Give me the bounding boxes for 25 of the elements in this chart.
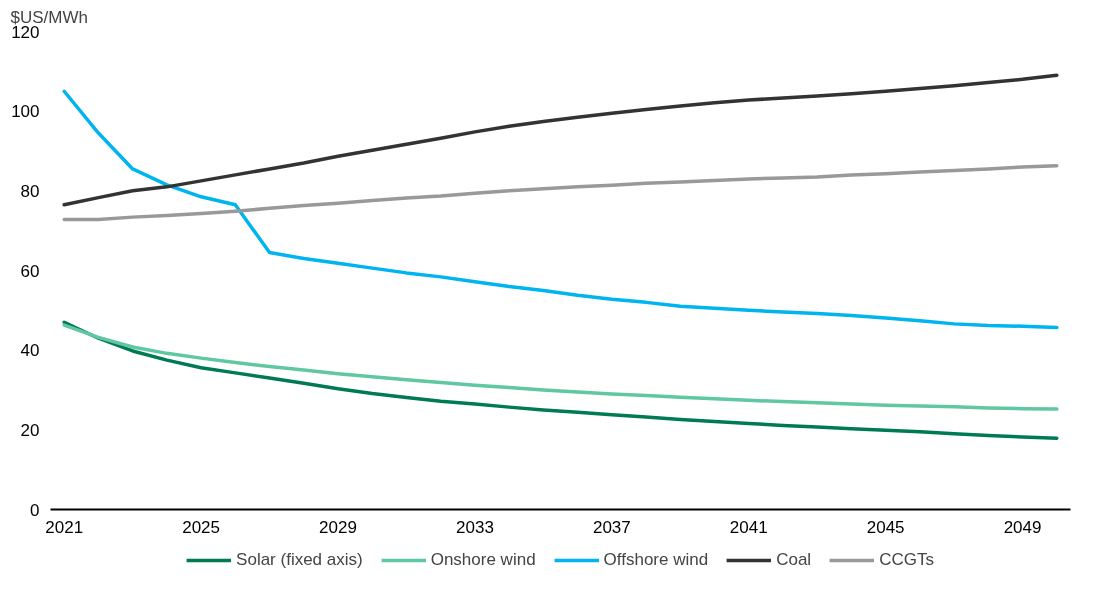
x-tick-label: 2021 xyxy=(45,517,84,537)
y-tick-label: 0 xyxy=(30,500,40,520)
x-tick-label: 2045 xyxy=(866,517,905,537)
legend-label: Solar (fixed axis) xyxy=(236,550,363,570)
x-tick-label: 2037 xyxy=(592,517,631,537)
y-tick-label: 20 xyxy=(20,420,40,440)
y-tick-label: 40 xyxy=(20,341,40,361)
line-series xyxy=(62,73,1059,207)
y-tick-label: 80 xyxy=(20,181,40,201)
line-series xyxy=(62,163,1059,222)
x-tick-label: 2029 xyxy=(319,517,357,537)
legend-label: Coal xyxy=(776,550,812,570)
y-tick-label: 100 xyxy=(11,102,40,122)
x-tick-label: 2025 xyxy=(182,517,221,537)
line-series xyxy=(62,89,1059,330)
x-tick-label: 2049 xyxy=(1003,517,1042,537)
x-tick-label: 2033 xyxy=(456,517,494,537)
x-tick-label: 2041 xyxy=(729,517,768,537)
y-axis-title: $US/MWh xyxy=(10,7,88,27)
legend-label: CCGTs xyxy=(879,550,934,570)
y-tick-label: 60 xyxy=(20,261,40,281)
line-series xyxy=(62,323,1059,411)
line-series xyxy=(62,320,1059,440)
legend-label: Offshore wind xyxy=(603,550,709,570)
legend-label: Onshore wind xyxy=(430,550,536,570)
